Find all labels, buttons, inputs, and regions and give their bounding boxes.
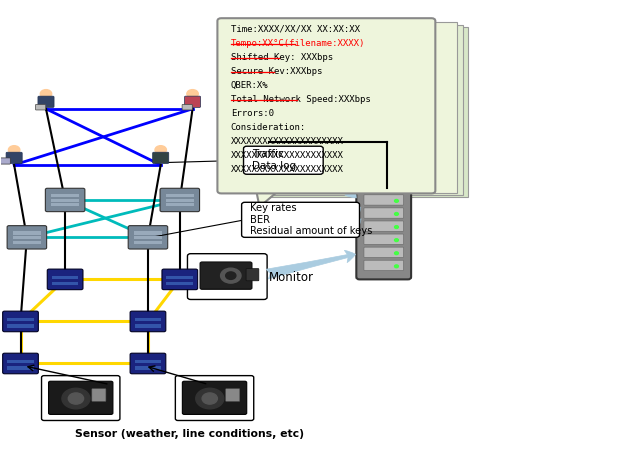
FancyBboxPatch shape	[166, 203, 194, 206]
FancyBboxPatch shape	[13, 231, 41, 235]
FancyBboxPatch shape	[244, 146, 323, 174]
FancyBboxPatch shape	[134, 231, 162, 235]
FancyBboxPatch shape	[134, 366, 161, 369]
FancyBboxPatch shape	[13, 236, 41, 239]
FancyBboxPatch shape	[242, 202, 360, 237]
FancyBboxPatch shape	[184, 96, 200, 108]
Circle shape	[155, 146, 166, 154]
Circle shape	[394, 226, 398, 228]
FancyBboxPatch shape	[134, 360, 161, 363]
FancyBboxPatch shape	[364, 208, 403, 218]
FancyBboxPatch shape	[356, 186, 411, 279]
FancyBboxPatch shape	[6, 152, 22, 164]
FancyBboxPatch shape	[38, 96, 54, 108]
FancyBboxPatch shape	[0, 158, 10, 164]
Circle shape	[226, 272, 236, 279]
FancyBboxPatch shape	[52, 275, 79, 279]
FancyBboxPatch shape	[226, 389, 240, 401]
FancyBboxPatch shape	[92, 389, 106, 401]
FancyBboxPatch shape	[36, 104, 45, 110]
Text: Traffic
Data log: Traffic Data log	[252, 149, 296, 171]
FancyBboxPatch shape	[134, 318, 161, 321]
FancyBboxPatch shape	[128, 226, 168, 249]
Circle shape	[187, 90, 198, 98]
FancyBboxPatch shape	[218, 18, 435, 194]
Circle shape	[394, 252, 398, 255]
FancyBboxPatch shape	[166, 275, 193, 279]
FancyBboxPatch shape	[162, 269, 198, 290]
Text: Key rates
BER
Residual amount of keys: Key rates BER Residual amount of keys	[250, 203, 372, 236]
Text: Shifted Key: XXXbps: Shifted Key: XXXbps	[231, 53, 333, 62]
FancyBboxPatch shape	[51, 198, 79, 202]
Circle shape	[221, 268, 241, 283]
FancyBboxPatch shape	[160, 188, 200, 212]
FancyBboxPatch shape	[262, 25, 463, 196]
FancyBboxPatch shape	[7, 226, 47, 249]
FancyBboxPatch shape	[3, 353, 38, 374]
FancyBboxPatch shape	[152, 152, 169, 164]
Text: Monitor: Monitor	[269, 271, 314, 283]
Circle shape	[40, 90, 52, 98]
FancyBboxPatch shape	[49, 381, 113, 415]
FancyBboxPatch shape	[45, 188, 85, 212]
FancyBboxPatch shape	[42, 376, 120, 421]
Circle shape	[68, 393, 84, 404]
FancyBboxPatch shape	[182, 104, 192, 110]
FancyBboxPatch shape	[13, 241, 41, 244]
Circle shape	[394, 212, 398, 215]
FancyBboxPatch shape	[364, 247, 403, 258]
FancyBboxPatch shape	[364, 195, 403, 205]
Circle shape	[8, 146, 20, 154]
FancyBboxPatch shape	[200, 262, 252, 289]
FancyBboxPatch shape	[246, 269, 259, 281]
FancyBboxPatch shape	[166, 198, 194, 202]
FancyBboxPatch shape	[7, 360, 34, 363]
Text: Errors:0: Errors:0	[231, 109, 274, 118]
Circle shape	[62, 388, 90, 409]
FancyBboxPatch shape	[364, 234, 403, 244]
FancyBboxPatch shape	[182, 381, 246, 415]
FancyBboxPatch shape	[256, 23, 457, 193]
Circle shape	[394, 239, 398, 242]
FancyBboxPatch shape	[7, 318, 34, 321]
FancyBboxPatch shape	[364, 260, 403, 271]
FancyBboxPatch shape	[7, 366, 34, 369]
FancyBboxPatch shape	[3, 311, 38, 332]
Text: Secure Kev:XXXbps: Secure Kev:XXXbps	[231, 67, 322, 76]
FancyBboxPatch shape	[47, 269, 83, 290]
FancyBboxPatch shape	[130, 311, 166, 332]
Text: XXXXXXXXXXXXXXXXXXXXX: XXXXXXXXXXXXXXXXXXXXX	[231, 165, 344, 174]
Circle shape	[196, 388, 224, 409]
FancyBboxPatch shape	[268, 27, 468, 197]
FancyBboxPatch shape	[7, 324, 34, 328]
FancyBboxPatch shape	[134, 241, 162, 244]
Text: XXXXXXXXXXXXXXXXXXXXX: XXXXXXXXXXXXXXXXXXXXX	[231, 137, 344, 146]
FancyBboxPatch shape	[51, 203, 79, 206]
Text: QBER:X%: QBER:X%	[231, 81, 268, 90]
Circle shape	[394, 265, 398, 268]
Text: XXXXXXXXXXXXXXXXXXXXX: XXXXXXXXXXXXXXXXXXXXX	[231, 151, 344, 160]
FancyBboxPatch shape	[130, 353, 166, 374]
Circle shape	[394, 199, 398, 202]
FancyBboxPatch shape	[188, 254, 267, 299]
FancyBboxPatch shape	[166, 194, 194, 197]
FancyBboxPatch shape	[134, 236, 162, 239]
Text: Consideration:: Consideration:	[231, 123, 306, 132]
FancyBboxPatch shape	[364, 221, 403, 231]
Text: Sensor (weather, line conditions, etc): Sensor (weather, line conditions, etc)	[75, 429, 304, 439]
Polygon shape	[256, 191, 278, 207]
Text: Total Network Speed:XXXbps: Total Network Speed:XXXbps	[231, 95, 371, 104]
Text: Tempo:XX°C(filename:XXXX): Tempo:XX°C(filename:XXXX)	[231, 39, 365, 48]
FancyBboxPatch shape	[134, 324, 161, 328]
FancyBboxPatch shape	[175, 376, 253, 421]
FancyBboxPatch shape	[52, 282, 79, 285]
FancyBboxPatch shape	[166, 282, 193, 285]
Circle shape	[202, 393, 218, 404]
FancyBboxPatch shape	[51, 194, 79, 197]
Text: Time:XXXX/XX/XX XX:XX:XX: Time:XXXX/XX/XX XX:XX:XX	[231, 25, 360, 34]
